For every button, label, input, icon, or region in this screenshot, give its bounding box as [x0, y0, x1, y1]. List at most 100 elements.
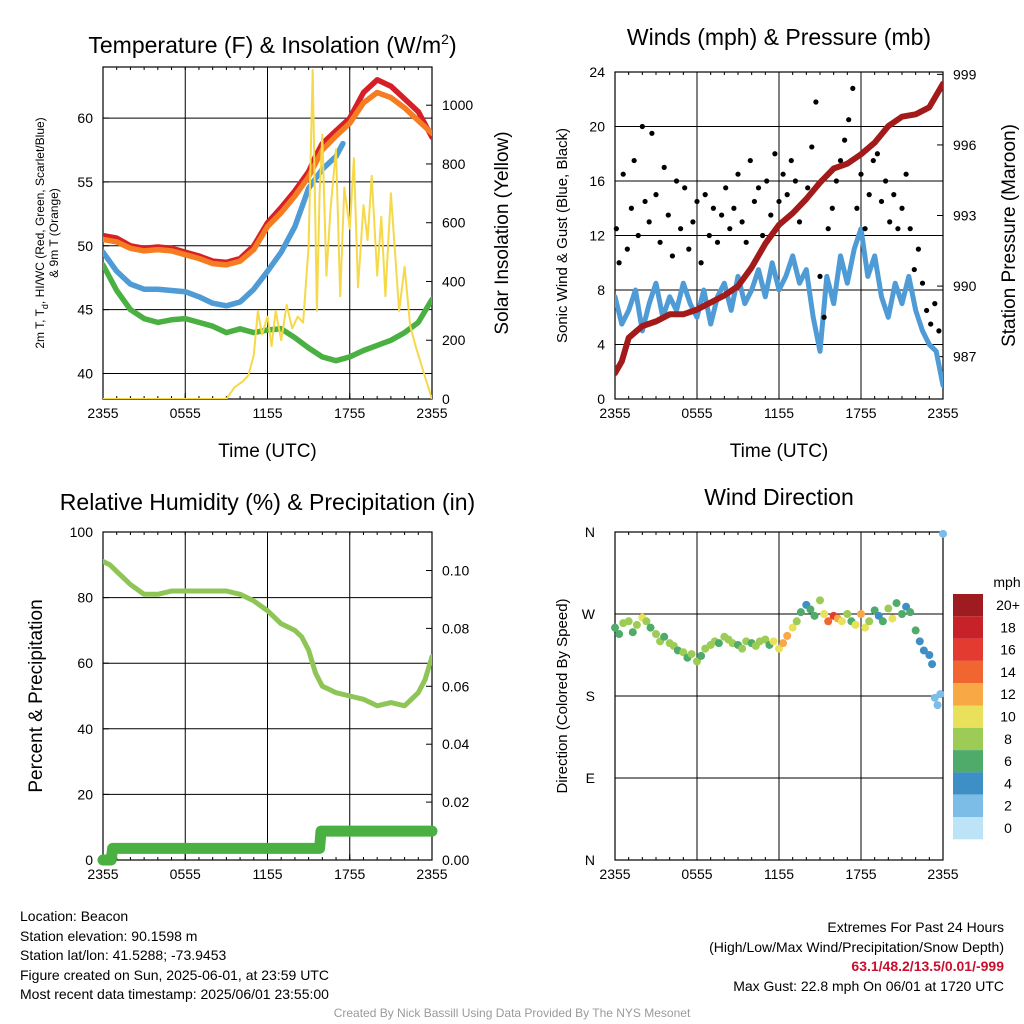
gust-point [649, 130, 655, 136]
direction-point [646, 623, 655, 632]
gust-point [635, 232, 641, 239]
gust-point [874, 151, 881, 157]
gust-point [936, 328, 942, 334]
direction-point [775, 644, 783, 653]
direction-point [652, 630, 660, 639]
direction-point [861, 623, 870, 632]
y-right-tick-label: 0.04 [442, 736, 469, 752]
direction-point [632, 620, 641, 629]
series-sonic-wind [615, 226, 943, 388]
gust-point [628, 205, 635, 211]
gust-point [631, 157, 637, 164]
y-right-tick-label: 996 [953, 137, 977, 153]
y-axis-label: Sonic Wind & Gust (Blue, Black) [554, 128, 571, 343]
gust-point [764, 178, 770, 184]
gust-point [919, 280, 926, 286]
gust-point [809, 144, 815, 150]
direction-point [888, 614, 897, 623]
gust-point [899, 205, 905, 211]
y-axis-label: Percent & Precipitation [26, 599, 47, 792]
x-tick-label: 2355 [599, 866, 630, 882]
gust-point [817, 273, 823, 279]
y-tick-label: 0 [597, 391, 605, 407]
legend-swatch [953, 772, 983, 795]
x-tick-label: 1755 [334, 866, 365, 882]
direction-point [928, 660, 937, 669]
legend-label: 6 [1004, 753, 1012, 769]
y-right-tick-label: 0.10 [442, 563, 469, 579]
direction-point [615, 630, 624, 639]
y-tick-label: 16 [589, 173, 605, 189]
station-info: Location: Beacon Station elevation: 90.1… [20, 907, 329, 1005]
direction-point [892, 599, 901, 608]
gust-point [866, 192, 872, 198]
gust-point [907, 226, 913, 232]
series-2m-td [103, 262, 432, 364]
y-right-tick-label: 200 [442, 332, 466, 348]
gust-point [878, 198, 885, 205]
direction-point [837, 617, 846, 626]
gust-point [792, 178, 799, 184]
y-tick-label: E [586, 770, 595, 786]
y-tick-label: 55 [77, 174, 93, 190]
station-elevation: Station elevation: 90.1598 m [20, 927, 198, 944]
chart-title: Winds (mph) & Pressure (mb) [627, 24, 931, 50]
direction-point [687, 650, 696, 659]
chart-title: Relative Humidity (%) & Precipitation (i… [60, 489, 475, 515]
speed-legend: mph 20+ 18 16 14 12 10 8 6 4 2 0 [953, 574, 1021, 840]
direction-point [783, 631, 792, 640]
legend-label: 4 [1004, 775, 1012, 791]
gust-point [862, 226, 868, 232]
x-tick-label: 2355 [416, 866, 447, 882]
direction-point [936, 690, 945, 699]
series-solar-insolation [103, 68, 432, 399]
y-tick-label: 80 [77, 590, 93, 606]
gust-point [887, 219, 893, 225]
y-right-axis-label-text: Station Pressure (Maroon) [999, 124, 1020, 347]
y-tick-label: 100 [70, 524, 94, 540]
legend-swatch [953, 817, 983, 840]
legend-swatch [953, 638, 983, 661]
chart-humidity: 2355 0555 1155 1755 23550204060801000.000.02… [26, 489, 475, 882]
direction-point [628, 628, 637, 637]
gust-point [694, 198, 700, 205]
legend-label: 8 [1004, 731, 1012, 747]
x-tick-label: 1155 [252, 866, 282, 882]
y-right-tick-label: 600 [442, 215, 466, 231]
y-right-tick-label: 400 [442, 273, 466, 289]
legend-swatch [953, 727, 983, 751]
x-tick-label: 0555 [170, 866, 201, 882]
y-tick-label: 45 [77, 302, 93, 318]
gust-point [682, 185, 688, 191]
gust-point [755, 185, 762, 191]
legend-swatch [953, 794, 983, 817]
direction-point [761, 635, 770, 644]
gust-point [837, 157, 844, 164]
y-tick-label: 4 [597, 337, 605, 353]
gust-point [932, 301, 938, 307]
legend-label: 16 [1000, 642, 1016, 658]
x-tick-label: 0555 [170, 405, 201, 421]
direction-point [843, 610, 852, 618]
y-right-tick-label: 0.00 [442, 852, 469, 868]
gust-point [665, 212, 671, 218]
legend-swatch [953, 683, 983, 706]
gust-point [678, 226, 684, 232]
gust-point [870, 157, 876, 164]
extremes-subtitle: (High/Low/Max Wind/Precipitation/Snow De… [709, 938, 1004, 955]
direction-point [788, 623, 797, 632]
gust-point [613, 226, 619, 232]
gust-point [825, 226, 831, 232]
y-right-axis-label-text: Solar Insolation (Yellow) [492, 131, 513, 334]
chart-title-text: Temperature (F) & Insolation (W/m [88, 32, 441, 58]
y-tick-label: 50 [77, 238, 93, 254]
gust-point [772, 151, 778, 157]
gust-point [784, 192, 790, 198]
y-tick-label: 20 [77, 786, 93, 802]
gust-point [735, 171, 741, 177]
x-axis-label: Time (UTC) [218, 441, 317, 462]
x-tick-label: 1755 [845, 405, 876, 421]
direction-point [806, 605, 815, 614]
gust-point [858, 171, 864, 177]
gust-point [788, 157, 794, 164]
